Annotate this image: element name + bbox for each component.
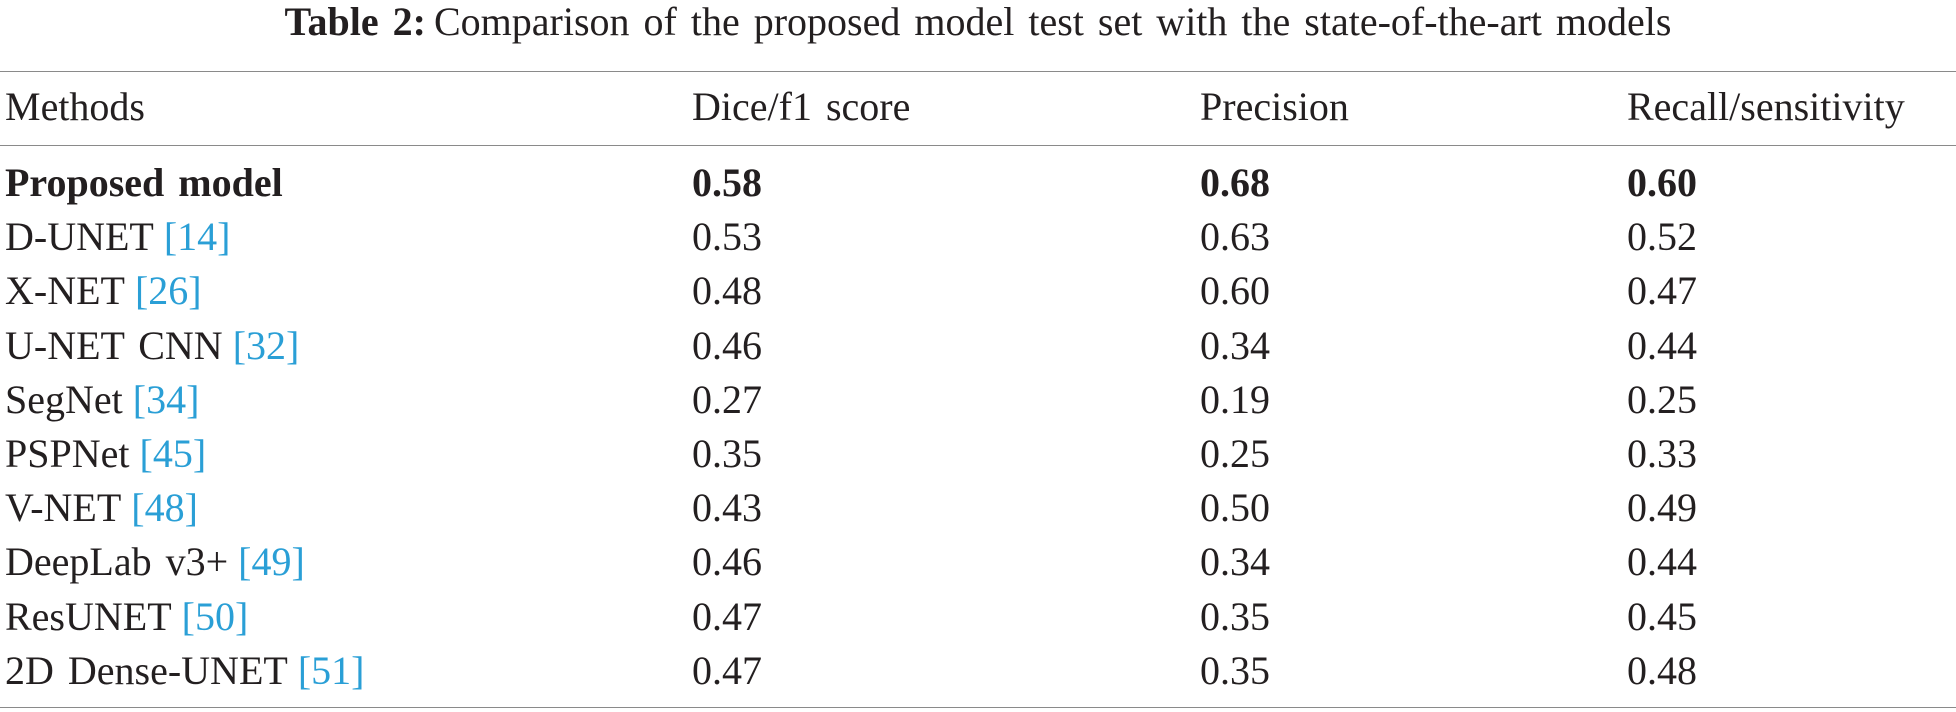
method-name: 2D Dense-UNET	[5, 647, 288, 693]
citation: [26]	[134, 268, 202, 314]
method-cell: Proposed model	[5, 159, 283, 207]
citation: [32]	[232, 322, 300, 368]
value-cell: 0.34	[1200, 322, 1270, 368]
value-cell: 0.48	[1627, 647, 1697, 693]
value-cell: 0.63	[1200, 214, 1270, 260]
method-name: V-NET	[5, 485, 122, 531]
value-cell: 0.52	[1627, 214, 1697, 260]
value-cell: 0.60	[1627, 160, 1697, 205]
value-cell: 0.34	[1200, 539, 1270, 585]
method-name: SegNet	[5, 376, 123, 422]
header-cell: Dice/f1 score	[692, 84, 911, 129]
citation: [49]	[238, 539, 305, 585]
top-rule	[0, 71, 1956, 72]
method-cell: U-NET CNN [32]	[5, 322, 299, 370]
value-cell: 0.27	[692, 376, 762, 422]
value-cell: 0.43	[692, 485, 762, 531]
value-cell: 0.46	[692, 322, 762, 368]
method-cell: 2D Dense-UNET [51]	[5, 647, 364, 695]
header-cell: Recall/sensitivity	[1627, 84, 1905, 129]
value-cell: 0.48	[692, 268, 762, 314]
value-cell: 0.19	[1200, 376, 1270, 422]
method-name: ResUNET	[5, 593, 172, 639]
method-name: DeepLab v3+	[5, 539, 229, 585]
value-cell: 0.44	[1627, 322, 1697, 368]
value-cell: 0.25	[1627, 376, 1697, 422]
value-cell: 0.46	[692, 539, 762, 585]
method-cell: ResUNET [50]	[5, 593, 248, 641]
method-name: X-NET	[5, 268, 125, 314]
value-cell: 0.45	[1627, 593, 1697, 639]
table-caption: Table 2: Comparison of the proposed model…	[0, 0, 1956, 44]
method-name: Proposed model	[5, 160, 283, 205]
citation: [34]	[132, 376, 200, 422]
citation: [51]	[297, 647, 365, 693]
citation: [14]	[163, 214, 231, 260]
method-name: D-UNET	[5, 214, 154, 260]
citation: [48]	[131, 485, 198, 531]
value-cell: 0.35	[692, 431, 762, 476]
value-cell: 0.35	[1200, 593, 1270, 639]
value-cell: 0.50	[1200, 485, 1270, 531]
method-cell: SegNet [34]	[5, 376, 199, 424]
method-name: PSPNet	[5, 431, 130, 476]
caption-label: Table 2:	[284, 0, 426, 44]
value-cell: 0.58	[692, 160, 762, 205]
method-cell: D-UNET [14]	[5, 213, 231, 261]
citation: [45]	[139, 431, 207, 476]
caption-text: Comparison of the proposed model test se…	[433, 0, 1672, 44]
method-cell: PSPNet [45]	[5, 430, 206, 478]
value-cell: 0.25	[1200, 431, 1270, 476]
value-cell: 0.44	[1627, 539, 1697, 585]
value-cell: 0.53	[692, 214, 762, 260]
method-name: U-NET CNN	[5, 322, 223, 368]
value-cell: 0.33	[1627, 431, 1697, 476]
value-cell: 0.47	[692, 647, 762, 693]
header-cell: Methods	[5, 84, 145, 129]
value-cell: 0.49	[1627, 485, 1697, 531]
method-cell: DeepLab v3+ [49]	[5, 538, 305, 586]
citation: [50]	[181, 593, 249, 639]
header-cell: Precision	[1200, 84, 1349, 129]
header-rule	[0, 145, 1956, 146]
method-cell: X-NET [26]	[5, 267, 202, 315]
value-cell: 0.60	[1200, 268, 1270, 314]
value-cell: 0.68	[1200, 160, 1270, 205]
bottom-rule	[0, 707, 1956, 708]
value-cell: 0.47	[692, 593, 762, 639]
value-cell: 0.47	[1627, 268, 1697, 314]
method-cell: V-NET [48]	[5, 484, 198, 532]
value-cell: 0.35	[1200, 647, 1270, 693]
